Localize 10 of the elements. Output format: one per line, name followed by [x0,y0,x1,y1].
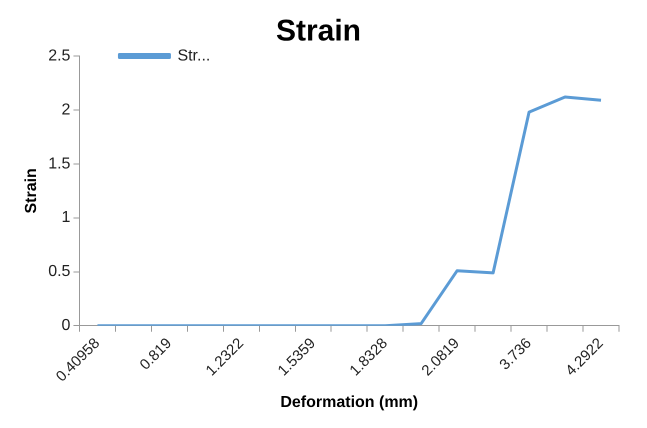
y-tick-label: 2.5 [48,47,71,64]
y-tick-label: 2 [62,101,71,118]
legend-label: Str... [177,47,210,64]
y-tick-label: 0 [62,317,71,334]
x-axis-title: Deformation (mm) [280,394,418,411]
y-tick-label: 1 [62,209,71,226]
chart-title: Strain [276,14,362,48]
y-tick-label: 0.5 [48,263,71,280]
y-tick-label: 1.5 [48,155,71,172]
y-axis-title: Strain [23,168,40,214]
